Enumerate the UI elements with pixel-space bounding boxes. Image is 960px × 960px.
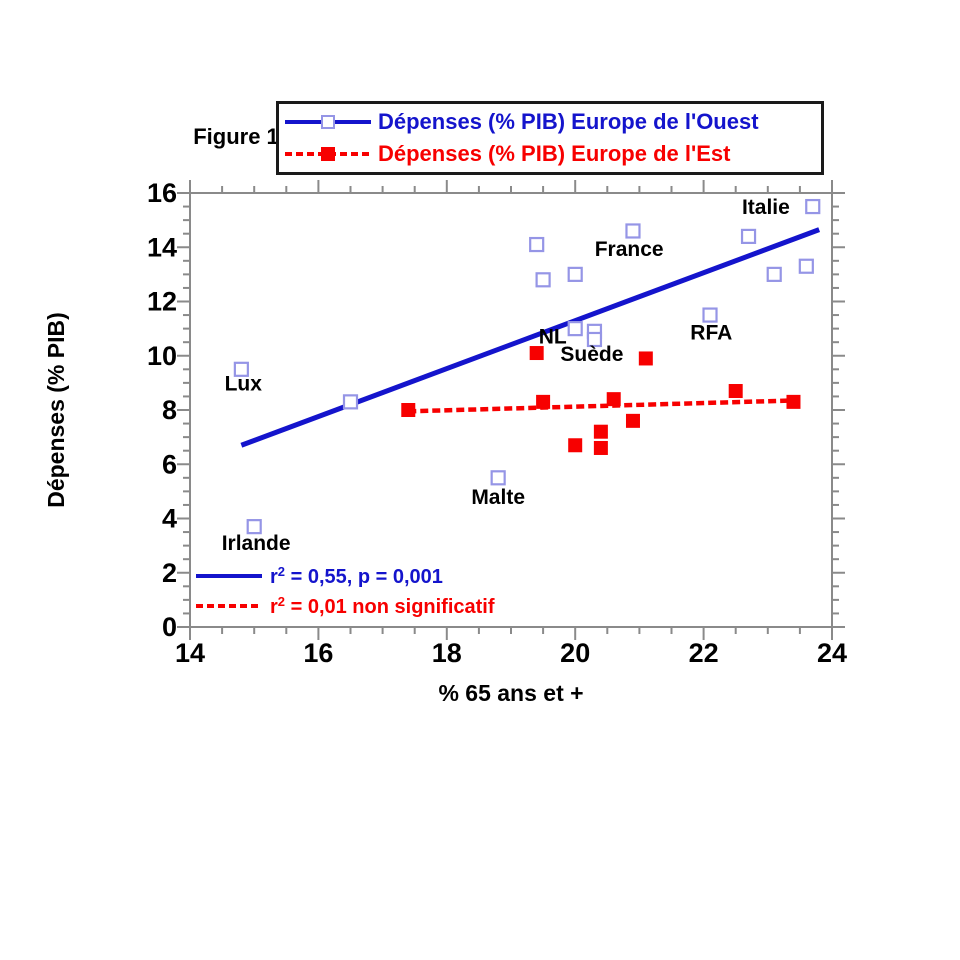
data-point-west <box>567 321 583 337</box>
data-point-west <box>798 258 814 274</box>
trendline-east <box>408 398 794 414</box>
data-point-east <box>625 413 640 428</box>
data-point-east <box>728 384 743 399</box>
data-point-east <box>606 392 621 407</box>
legend-line-sample-west <box>285 114 371 130</box>
y-tick-label: 2 <box>162 558 177 588</box>
open-square-marker-icon <box>321 114 335 129</box>
x-tick-label: 14 <box>175 638 205 668</box>
data-point-east <box>401 403 416 417</box>
data-point-east <box>568 438 583 453</box>
data-point-west <box>766 266 782 282</box>
country-label: Lux <box>225 372 263 395</box>
legend-entry-east: Dépenses (% PIB) Europe de l'Est <box>285 139 821 169</box>
legend-label-east: Dépenses (% PIB) Europe de l'Est <box>378 141 731 167</box>
x-tick-label: 18 <box>432 638 462 668</box>
data-point-west <box>342 394 359 410</box>
data-point-east <box>638 351 653 366</box>
y-tick-label: 6 <box>162 449 177 479</box>
data-point-east <box>536 394 551 409</box>
country-label: Irlande <box>222 532 291 555</box>
dashed-line-swatch <box>196 604 262 608</box>
stats-annotation-west: r2 = 0,55, p = 0,001 <box>196 562 443 590</box>
data-point-west <box>233 361 249 377</box>
country-label: Suède <box>560 343 623 366</box>
legend-line-sample-east <box>285 146 371 162</box>
y-tick-label: 0 <box>162 612 177 642</box>
country-label: Malte <box>471 486 525 509</box>
data-point-west <box>535 272 551 288</box>
data-point-east <box>529 346 544 361</box>
data-point-west <box>740 228 757 244</box>
y-tick-label: 4 <box>162 504 177 534</box>
y-tick-label: 10 <box>147 341 177 371</box>
data-point-east <box>593 424 608 439</box>
y-tick-label: 12 <box>147 287 177 317</box>
y-tick-label: 16 <box>147 178 177 208</box>
data-point-west <box>490 470 506 486</box>
solid-line-swatch <box>196 574 262 578</box>
y-axis-title: Dépenses (% PIB) <box>43 312 69 508</box>
country-label: RFA <box>690 322 732 345</box>
data-point-west <box>625 223 641 239</box>
data-point-west <box>246 519 262 535</box>
data-point-east <box>593 440 608 455</box>
stats-text-west: r2 = 0,55, p = 0,001 <box>270 564 443 588</box>
trendline-west <box>240 227 821 448</box>
x-axis-title: % 65 ans et + <box>438 680 584 706</box>
data-point-west <box>529 236 545 253</box>
country-label: NL <box>539 326 567 349</box>
x-tick-label: 16 <box>303 638 333 668</box>
x-tick-label: 24 <box>817 638 847 668</box>
filled-square-marker-icon <box>321 147 335 162</box>
stats-text-east: r2 = 0,01 non significatif <box>270 594 495 618</box>
data-point-west <box>805 198 821 215</box>
x-tick-label: 22 <box>689 638 719 668</box>
legend-box: Dépenses (% PIB) Europe de l'Ouest Dépen… <box>276 101 824 175</box>
figure-title: Figure 1 <box>193 124 279 149</box>
data-point-west <box>567 266 583 282</box>
x-tick-label: 20 <box>560 638 590 668</box>
data-point-east <box>786 394 801 409</box>
stats-annotation-east: r2 = 0,01 non significatif <box>196 592 495 620</box>
country-label: France <box>595 238 664 261</box>
legend-entry-west: Dépenses (% PIB) Europe de l'Ouest <box>285 107 821 137</box>
country-label: Italie <box>742 196 790 219</box>
legend-label-west: Dépenses (% PIB) Europe de l'Ouest <box>378 108 759 134</box>
y-tick-label: 14 <box>147 232 177 262</box>
data-point-west <box>586 331 603 348</box>
data-point-west <box>702 307 718 323</box>
y-tick-label: 8 <box>162 395 177 425</box>
